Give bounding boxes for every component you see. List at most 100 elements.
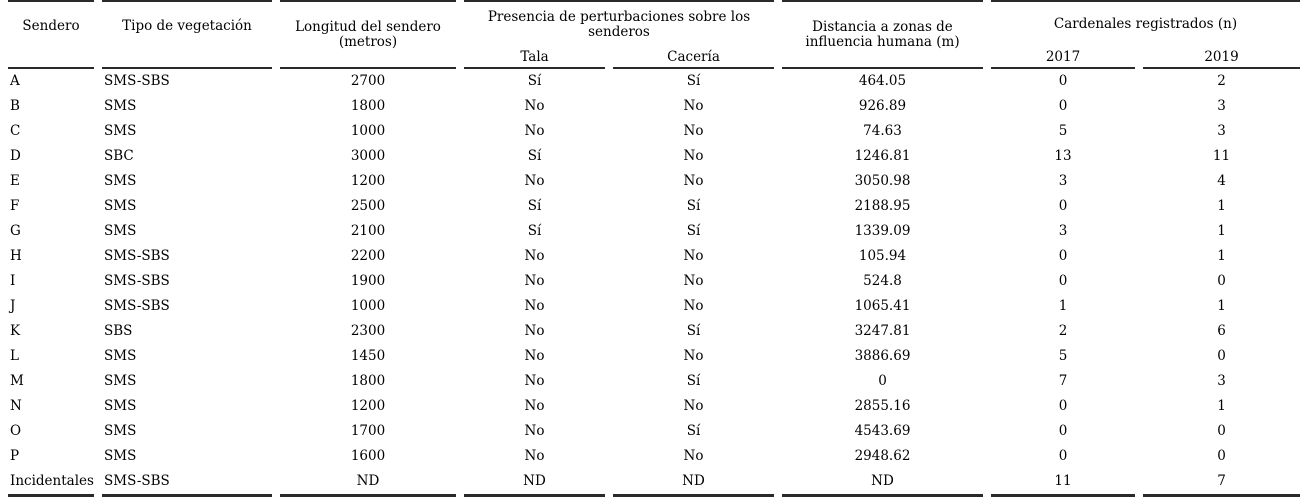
cell-tipo: SMS [104, 423, 137, 439]
cell-tala: Sí [527, 223, 542, 239]
cell-c2017: 0 [1058, 398, 1068, 414]
cell-c2017: 7 [1058, 373, 1068, 389]
col-header-longitud: Longitud del sendero (metros) [280, 0, 456, 69]
col-header-distancia: Distancia a zonas de influencia humana (… [782, 0, 983, 69]
cell-longitud: 1900 [350, 273, 386, 289]
cell-tala: No [524, 173, 545, 189]
cell-c2019: 1 [1217, 298, 1226, 314]
table-header: Sendero Tipo de vegetación Longitud del … [8, 0, 1300, 69]
cell-distancia: 3247.81 [854, 323, 911, 339]
cell-sendero: H [10, 248, 22, 264]
cell-caceria: No [683, 98, 704, 114]
cell-c2019: 0 [1217, 348, 1226, 364]
cell-sendero: L [10, 348, 19, 364]
cell-c2017: 2 [1058, 323, 1068, 339]
cell-tipo: SMS [104, 173, 137, 189]
cell-c2019: 1 [1217, 223, 1226, 239]
col-header-2019: 2019 [1143, 47, 1300, 69]
cell-c2019: 0 [1217, 423, 1226, 439]
col-group-perturbaciones: Presencia de perturbaciones sobre los se… [464, 0, 774, 47]
cell-distancia: 3050.98 [854, 173, 911, 189]
cell-longitud: 1700 [350, 423, 386, 439]
cell-caceria: Sí [686, 73, 701, 89]
cell-c2017: 13 [1054, 148, 1072, 164]
cell-sendero: F [10, 198, 20, 214]
table-row: C SMS 1000 No No 74.63 5 3 [8, 119, 1300, 144]
cell-sendero: M [10, 373, 24, 389]
cell-tala: No [524, 348, 545, 364]
col-group-cardenales: Cardenales registrados (n) [991, 0, 1300, 47]
cell-longitud: 1600 [350, 448, 386, 464]
cell-distancia: 2948.62 [854, 448, 911, 464]
cell-sendero: N [10, 398, 22, 414]
cell-caceria: No [683, 298, 704, 314]
cell-c2019: 7 [1143, 469, 1300, 497]
cell-distancia: ND [782, 469, 983, 497]
cell-c2017: 1 [1058, 298, 1068, 314]
cell-tipo: SMS-SBS [104, 298, 170, 314]
cell-sendero: C [10, 123, 21, 139]
cell-tipo: SMS [104, 398, 137, 414]
cell-c2019: 6 [1217, 323, 1226, 339]
cell-tipo: SMS-SBS [104, 273, 170, 289]
cell-c2019: 0 [1217, 448, 1226, 464]
cell-c2017: 0 [1058, 248, 1068, 264]
cell-c2017: 0 [1058, 73, 1068, 89]
cell-longitud: 1000 [350, 298, 386, 314]
table-row: J SMS-SBS 1000 No No 1065.41 1 1 [8, 294, 1300, 319]
cell-c2017: 0 [1058, 423, 1068, 439]
cell-distancia: 1339.09 [854, 223, 911, 239]
cell-caceria: No [683, 273, 704, 289]
table-row: P SMS 1600 No No 2948.62 0 0 [8, 444, 1300, 469]
cell-sendero: K [10, 323, 21, 339]
cell-longitud: 1200 [350, 173, 386, 189]
table-row: D SBC 3000 Sí No 1246.81 13 11 [8, 144, 1300, 169]
cell-tipo: SMS [104, 98, 137, 114]
cell-tipo: SMS [104, 198, 137, 214]
cell-caceria: No [683, 148, 704, 164]
cell-longitud: 3000 [350, 148, 386, 164]
cell-tala: No [524, 98, 545, 114]
cell-tala: No [524, 298, 545, 314]
cell-distancia: 464.05 [858, 73, 907, 89]
cell-tala: Sí [527, 73, 542, 89]
cell-c2017: 5 [1058, 123, 1068, 139]
cell-longitud: 2700 [350, 73, 386, 89]
cell-c2019: 3 [1217, 98, 1226, 114]
cell-c2017: 11 [991, 469, 1135, 497]
cell-caceria: ND [613, 469, 774, 497]
cell-c2017: 3 [1058, 223, 1068, 239]
cell-caceria: Sí [686, 423, 701, 439]
cell-sendero: A [10, 73, 20, 89]
table-row: A SMS-SBS 2700 Sí Sí 464.05 0 2 [8, 69, 1300, 94]
table-row: E SMS 1200 No No 3050.98 3 4 [8, 169, 1300, 194]
cell-tala: No [524, 423, 545, 439]
cell-c2017: 3 [1058, 173, 1068, 189]
cell-c2017: 0 [1058, 273, 1068, 289]
table-row: K SBS 2300 No Sí 3247.81 2 6 [8, 319, 1300, 344]
col-header-tala: Tala [464, 47, 605, 69]
cell-distancia: 74.63 [863, 123, 902, 139]
cell-c2017: 0 [1058, 98, 1068, 114]
cell-caceria: No [683, 398, 704, 414]
col-header-sendero: Sendero [8, 0, 94, 69]
table-row: I SMS-SBS 1900 No No 524.8 0 0 [8, 269, 1300, 294]
cell-tipo: SBS [104, 323, 133, 339]
table-row: N SMS 1200 No No 2855.16 0 1 [8, 394, 1300, 419]
cell-caceria: No [683, 123, 704, 139]
cell-c2019: 0 [1217, 273, 1226, 289]
cell-distancia: 524.8 [863, 273, 902, 289]
header-row-sub: Tala Cacería 2017 2019 [8, 47, 1300, 69]
cell-tipo: SMS-SBS [104, 73, 170, 89]
cell-c2017: 0 [1058, 448, 1068, 464]
cell-longitud: 1800 [350, 373, 386, 389]
cell-tala: No [524, 448, 545, 464]
cell-distancia: 2188.95 [854, 198, 911, 214]
cell-caceria: No [683, 448, 704, 464]
cell-distancia: 3886.69 [854, 348, 911, 364]
cell-caceria: Sí [686, 373, 701, 389]
table-row: M SMS 1800 No Sí 0 7 3 [8, 369, 1300, 394]
cell-tipo: SMS-SBS [102, 469, 272, 497]
